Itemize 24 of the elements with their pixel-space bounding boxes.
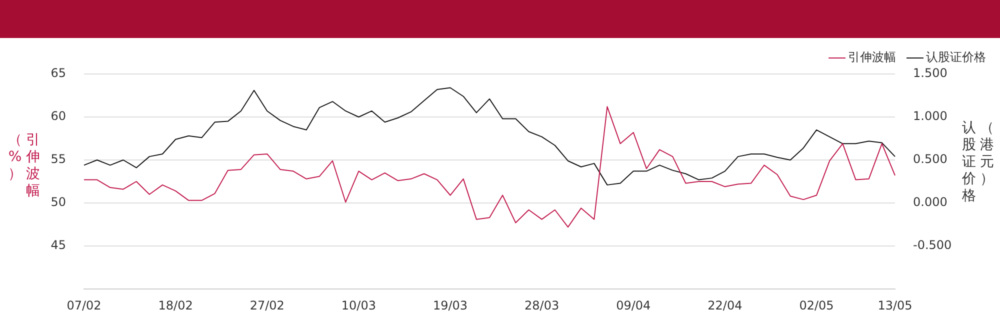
x-tick-label: 07/02 (66, 298, 102, 312)
x-tick-label: 22/04 (708, 298, 742, 312)
legend-label: 引伸波幅 (848, 50, 896, 64)
y2-tick-label: 1.000 (913, 109, 948, 124)
x-tick-label: 13/05 (878, 298, 912, 312)
y-tick-label: 55 (50, 152, 66, 166)
y2-tick-label: 0.000 (913, 195, 948, 210)
x-tick-label: 19/03 (432, 298, 468, 312)
y2-tick-label: 1.500 (913, 66, 948, 80)
legend-label: 认股证价格 (926, 50, 986, 64)
y-tick-label: 65 (50, 66, 66, 80)
y-tick-label: 45 (50, 238, 66, 252)
y2-tick-label: 0.500 (913, 152, 948, 166)
x-tick-label: 27/02 (250, 298, 284, 312)
text: 认股证价格（港元） (962, 120, 994, 204)
text: 引伸波幅（%） (8, 132, 40, 199)
y2-tick-label: -0.500 (913, 238, 952, 252)
y-tick-label: 50 (50, 195, 66, 210)
x-tick-label: 09/04 (616, 298, 651, 312)
x-tick-label: 18/02 (158, 298, 193, 312)
x-tick-label: 02/05 (799, 298, 834, 312)
x-tick-label: 28/03 (524, 298, 560, 312)
y-tick-label: 60 (50, 109, 66, 124)
x-tick-label: 10/03 (341, 298, 376, 312)
